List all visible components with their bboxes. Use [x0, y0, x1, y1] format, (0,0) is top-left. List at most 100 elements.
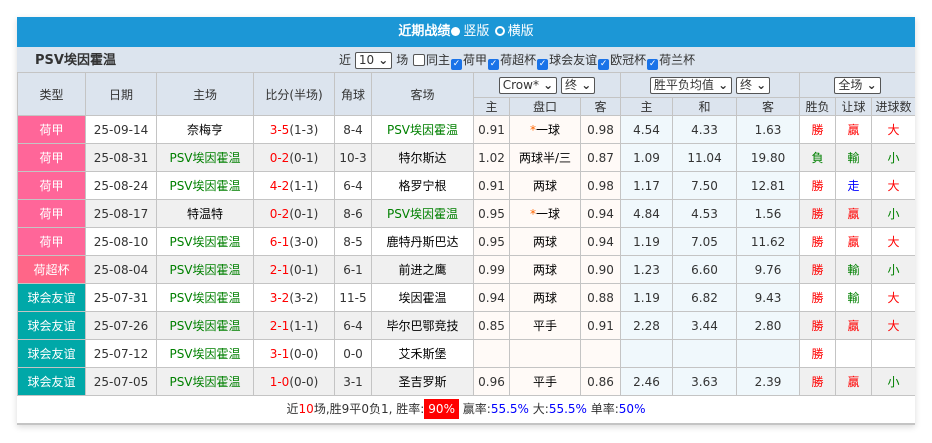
- score-cell[interactable]: 6-1(3-0): [253, 227, 335, 256]
- header-date: 日期: [85, 72, 157, 116]
- asian-time-select[interactable]: 终: [561, 76, 596, 94]
- away-team[interactable]: 埃因霍温: [371, 283, 474, 312]
- handicap-line: [509, 339, 581, 368]
- away-team[interactable]: 毕尔巴鄂竞技: [371, 311, 474, 340]
- competition-type[interactable]: 球会友谊: [17, 367, 86, 396]
- subheader: 主: [473, 97, 510, 116]
- competition-checkbox[interactable]: ✓: [647, 59, 659, 70]
- radio-horizontal[interactable]: [494, 26, 505, 36]
- handicap-text: 两球半/三: [518, 151, 572, 165]
- competition-type[interactable]: 荷甲: [17, 227, 86, 256]
- match-row: 荷甲 25-09-14 奈梅亨 3-5(1-3) 8-4 PSV埃因霍温 0.9…: [17, 115, 915, 144]
- score-cell[interactable]: 4-2(1-1): [253, 171, 335, 200]
- euro-time-select[interactable]: 终: [735, 76, 771, 94]
- goals-result: 小: [871, 367, 915, 396]
- score-cell[interactable]: 3-5(1-3): [253, 115, 335, 144]
- euro-home-odds: 1.19: [620, 227, 674, 256]
- away-team[interactable]: 格罗宁根: [371, 171, 474, 200]
- asian-home-odds: 0.96: [473, 367, 510, 396]
- away-team[interactable]: 特尔斯达: [371, 143, 474, 172]
- full-score: 4-2: [269, 178, 290, 193]
- competition-type[interactable]: 球会友谊: [17, 339, 86, 368]
- summary-text: 近: [286, 402, 299, 416]
- panel-title: 近期战绩: [398, 24, 451, 39]
- subheader: 客: [736, 97, 801, 116]
- goals-result: [871, 339, 915, 368]
- match-date: 25-08-24: [85, 171, 157, 200]
- home-team[interactable]: 特温特: [156, 199, 254, 228]
- handicap-line: 两球: [509, 171, 581, 200]
- result: 勝: [799, 115, 837, 144]
- competition-type[interactable]: 荷甲: [17, 115, 86, 144]
- competition-checkbox[interactable]: ✓: [451, 59, 463, 70]
- away-team[interactable]: 圣吉罗斯: [371, 367, 474, 396]
- asian-home-odds: 1.02: [473, 143, 510, 172]
- home-team[interactable]: PSV埃因霍温: [156, 143, 254, 172]
- handicap-result: 輸: [835, 143, 873, 172]
- euro-type-select[interactable]: 胜平负均值: [649, 76, 733, 94]
- home-team[interactable]: 奈梅亨: [156, 115, 254, 144]
- score-cell[interactable]: 0-2(0-1): [253, 143, 335, 172]
- home-team[interactable]: PSV埃因霍温: [156, 367, 254, 396]
- match-row: 球会友谊 25-07-05 PSV埃因霍温 1-0(0-0) 3-1 圣吉罗斯 …: [17, 367, 915, 396]
- competition-checkbox[interactable]: ✓: [598, 59, 610, 70]
- match-count-select[interactable]: 10: [354, 52, 393, 69]
- competition-type[interactable]: 荷甲: [17, 199, 86, 228]
- match-row: 球会友谊 25-07-31 PSV埃因霍温 3-2(3-2) 11-5 埃因霍温…: [17, 283, 915, 312]
- euro-draw-odds: [672, 339, 738, 368]
- away-team[interactable]: 鹿特丹斯巴达: [371, 227, 474, 256]
- handicap-line: 两球半/三: [509, 143, 581, 172]
- away-team[interactable]: PSV埃因霍温: [371, 115, 474, 144]
- competition-type[interactable]: 球会友谊: [17, 283, 86, 312]
- half-score: (0-1): [289, 206, 319, 221]
- euro-away-odds: 19.80: [736, 143, 801, 172]
- score-cell[interactable]: 3-1(0-0): [253, 339, 335, 368]
- score-cell[interactable]: 2-1(0-1): [253, 255, 335, 284]
- handicap-result: 贏: [835, 227, 873, 256]
- score-cell[interactable]: 0-2(0-1): [253, 199, 335, 228]
- handicap-text: 平手: [532, 319, 557, 333]
- competition-type[interactable]: 球会友谊: [17, 311, 86, 340]
- score-cell[interactable]: 1-0(0-0): [253, 367, 335, 396]
- home-team[interactable]: PSV埃因霍温: [156, 171, 254, 200]
- summary-text: 赢率:: [458, 402, 491, 416]
- asian-away-odds: 0.87: [579, 143, 622, 172]
- handicap-rate: 55.5%: [490, 402, 529, 416]
- match-row: 荷甲 25-08-17 特温特 0-2(0-1) 8-6 PSV埃因霍温 0.9…: [17, 199, 915, 228]
- away-team[interactable]: 前进之鹰: [371, 255, 474, 284]
- scope-select[interactable]: 全场: [834, 76, 881, 94]
- competition-checkbox[interactable]: ✓: [488, 59, 500, 70]
- summary-text: 平: [349, 402, 362, 416]
- handicap-text: 一球: [535, 123, 560, 137]
- half-score: (0-0): [289, 346, 319, 361]
- full-score: 0-2: [269, 150, 290, 165]
- asian-away-odds: 0.94: [579, 199, 622, 228]
- home-team[interactable]: PSV埃因霍温: [156, 339, 254, 368]
- away-team[interactable]: PSV埃因霍温: [371, 199, 474, 228]
- competition-type[interactable]: 荷超杯: [17, 255, 86, 284]
- score-cell[interactable]: 3-2(3-2): [253, 283, 335, 312]
- asian-company-select[interactable]: Crow*: [498, 76, 558, 94]
- home-team[interactable]: PSV埃因霍温: [156, 283, 254, 312]
- result: 勝: [799, 255, 837, 284]
- euro-away-odds: 1.56: [736, 199, 801, 228]
- competition-checkbox[interactable]: ✓: [537, 59, 549, 70]
- goals-result: 大: [871, 227, 915, 256]
- score-cell[interactable]: 2-1(1-1): [253, 311, 335, 340]
- euro-away-odds: 2.80: [736, 311, 801, 340]
- handicap-text: 平手: [532, 375, 557, 389]
- home-team[interactable]: PSV埃因霍温: [156, 227, 254, 256]
- half-score: (1-1): [289, 318, 319, 333]
- competition-type[interactable]: 荷甲: [17, 143, 86, 172]
- euro-away-odds: 2.39: [736, 367, 801, 396]
- home-team[interactable]: PSV埃因霍温: [156, 311, 254, 340]
- match-date: 25-07-12: [85, 339, 157, 368]
- summary-count: 10: [298, 402, 314, 416]
- away-team[interactable]: 艾禾斯堡: [371, 339, 474, 368]
- handicap-line: 平手: [509, 367, 581, 396]
- competition-type[interactable]: 荷甲: [17, 171, 86, 200]
- same-home-checkbox[interactable]: [413, 54, 426, 66]
- radio-vertical[interactable]: [451, 27, 461, 36]
- euro-home-odds: [620, 339, 674, 368]
- home-team[interactable]: PSV埃因霍温: [156, 255, 254, 284]
